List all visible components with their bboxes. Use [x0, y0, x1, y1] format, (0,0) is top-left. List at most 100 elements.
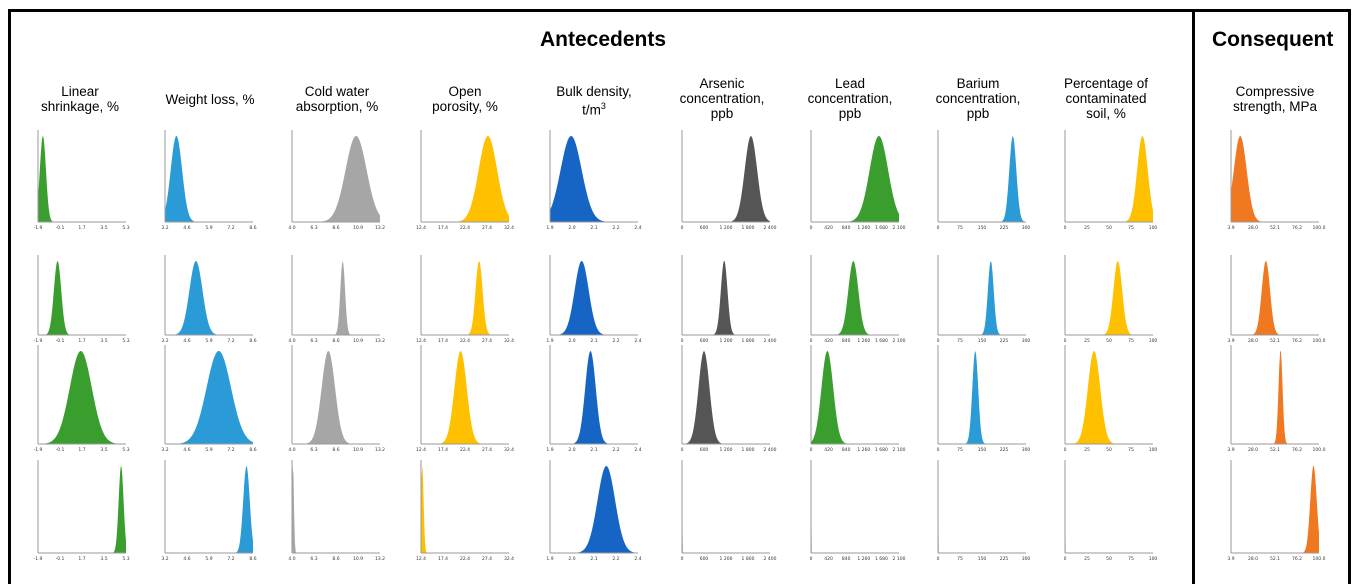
density-area	[1231, 136, 1319, 222]
tick-label: 2 400	[764, 338, 777, 344]
tick-label: 50	[1106, 556, 1112, 562]
tick-label: 1 200	[720, 338, 733, 344]
tick-label: 76.2	[1292, 556, 1302, 562]
tick-label: 2.1	[590, 556, 597, 562]
tick-label: 1 800	[742, 447, 755, 453]
antecedents-title: Antecedents	[540, 28, 667, 51]
density-area	[292, 261, 380, 335]
tick-label: 1.7	[78, 447, 85, 453]
density-plot-1-1: -1.9 -0.1 1.7 3.5 5.3	[34, 130, 130, 231]
tick-label: -1.9	[34, 447, 43, 453]
tick-label: 3.9	[1227, 225, 1234, 231]
density-area	[938, 261, 1026, 335]
tick-label: 4.6	[183, 556, 190, 562]
density-area	[682, 136, 770, 222]
tick-label: 100	[1149, 225, 1158, 231]
tick-label: 32.4	[504, 225, 514, 231]
tick-label: 600	[700, 447, 709, 453]
density-plot-4-1: 12.4 17.4 22.4 27.4 32.4	[416, 130, 514, 231]
tick-label: 7.2	[227, 556, 234, 562]
tick-label: 13.2	[375, 225, 385, 231]
tick-label: 75	[957, 338, 963, 344]
density-plot-9-3: 0 25 50 75 100	[1064, 345, 1157, 453]
tick-label: 6.3	[310, 338, 317, 344]
density-plot-4-3: 12.4 17.4 22.4 27.4 32.4	[416, 345, 514, 453]
density-area	[550, 136, 638, 222]
density-area	[1231, 261, 1319, 335]
density-area	[682, 261, 770, 335]
tick-label: 225	[1000, 338, 1009, 344]
density-plot-8-4: 0 75 150 225 300	[937, 460, 1031, 562]
column-header-7-line1: Lead	[834, 76, 866, 91]
density-plot-2-1: 3.2 4.6 5.9 7.2 8.6	[161, 130, 257, 231]
tick-label: 2.0	[568, 225, 575, 231]
density-area	[550, 466, 638, 553]
tick-label: 2.4	[634, 447, 641, 453]
tick-label: 2 100	[893, 225, 906, 231]
tick-label: 5.3	[122, 338, 129, 344]
tick-label: -0.1	[56, 447, 65, 453]
tick-label: 100	[1149, 556, 1158, 562]
column-header-3: Cold water absorption, %	[278, 84, 396, 114]
column-header-7-line3: ppb	[838, 106, 862, 121]
tick-label: 27.4	[482, 556, 492, 562]
column-header-4: Open porosity, %	[406, 84, 524, 114]
tick-label: 76.2	[1292, 225, 1302, 231]
column-header-10-line1: Compressive	[1235, 84, 1315, 99]
density-area	[38, 466, 126, 553]
density-plot-1-3: -1.9 -0.1 1.7 3.5 5.3	[34, 345, 130, 453]
tick-label: 0	[681, 447, 684, 453]
tick-label: 13.2	[375, 556, 385, 562]
density-plot-7-4: 0 420 840 1 260 1 680 2 100	[810, 460, 906, 562]
tick-label: 8.6	[332, 225, 339, 231]
density-area	[165, 466, 253, 553]
tick-label: 1 260	[857, 338, 870, 344]
column-header-3-line1: Cold water	[304, 84, 370, 99]
consequent-title: Consequent	[1212, 28, 1334, 51]
tick-label: 50	[1106, 225, 1112, 231]
column-header-7-line2: concentration,	[807, 91, 893, 106]
tick-label: 100	[1149, 338, 1158, 344]
tick-label: 4.0	[288, 338, 295, 344]
tick-label: 0	[1064, 225, 1067, 231]
tick-label: 8.6	[249, 447, 256, 453]
tick-label: 100.0	[1313, 556, 1326, 562]
tick-label: 2.1	[590, 225, 597, 231]
tick-label: 12.4	[416, 447, 426, 453]
tick-label: 1.9	[546, 556, 553, 562]
tick-label: 150	[978, 338, 987, 344]
density-area	[38, 351, 126, 444]
tick-label: 0	[810, 447, 813, 453]
tick-label: 4.0	[288, 556, 295, 562]
tick-label: 0	[810, 338, 813, 344]
tick-label: 300	[1022, 338, 1031, 344]
tick-label: 8.6	[332, 556, 339, 562]
density-area	[165, 351, 253, 444]
tick-label: 1 260	[857, 556, 870, 562]
column-header-6-line1: Arsenic	[699, 76, 745, 91]
tick-label: 300	[1022, 556, 1031, 562]
tick-label: 2 100	[893, 447, 906, 453]
tick-label: 0	[810, 556, 813, 562]
density-plot-5-1: 1.9 2.0 2.1 2.2 2.4	[546, 130, 642, 231]
tick-label: 0	[681, 338, 684, 344]
tick-label: 2.2	[612, 338, 619, 344]
density-area	[1065, 466, 1153, 553]
density-plot-5-2: 1.9 2.0 2.1 2.2 2.4	[546, 255, 642, 344]
tick-label: 225	[1000, 447, 1009, 453]
column-header-10: Compressive strength, MPa	[1216, 84, 1334, 114]
tick-label: 2.2	[612, 556, 619, 562]
column-header-1-line2: shrinkage, %	[40, 99, 120, 114]
tick-label: 600	[700, 225, 709, 231]
tick-label: 7.2	[227, 447, 234, 453]
density-area	[421, 466, 509, 553]
column-header-9-line2: contaminated	[1065, 91, 1147, 106]
tick-label: 420	[824, 338, 833, 344]
tick-label: 1.7	[78, 338, 85, 344]
density-plot-3-4: 4.0 6.3 8.6 10.9 13.2	[288, 460, 385, 562]
column-header-1-line1: Linear	[61, 84, 99, 99]
density-plot-9-2: 0 25 50 75 100	[1064, 255, 1158, 344]
tick-label: 150	[978, 225, 987, 231]
tick-label: 100.0	[1313, 447, 1326, 453]
column-header-4-line1: Open	[448, 84, 482, 99]
